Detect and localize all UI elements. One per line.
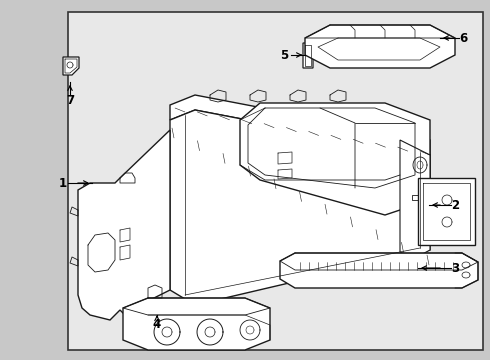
Polygon shape <box>400 140 430 258</box>
Polygon shape <box>303 43 313 68</box>
Text: 3: 3 <box>451 261 459 274</box>
Polygon shape <box>63 57 79 75</box>
Bar <box>68 12 483 350</box>
Text: 7: 7 <box>66 94 74 107</box>
Text: 1: 1 <box>59 176 67 189</box>
Text: 6: 6 <box>459 32 467 45</box>
Polygon shape <box>280 253 478 288</box>
Text: 5: 5 <box>280 49 288 62</box>
Polygon shape <box>418 178 475 245</box>
Polygon shape <box>78 130 170 320</box>
Polygon shape <box>240 103 430 215</box>
Polygon shape <box>305 25 455 68</box>
Text: 4: 4 <box>153 319 161 332</box>
Text: 2: 2 <box>451 198 459 212</box>
Polygon shape <box>170 95 430 155</box>
Polygon shape <box>123 298 270 350</box>
Polygon shape <box>170 110 430 305</box>
